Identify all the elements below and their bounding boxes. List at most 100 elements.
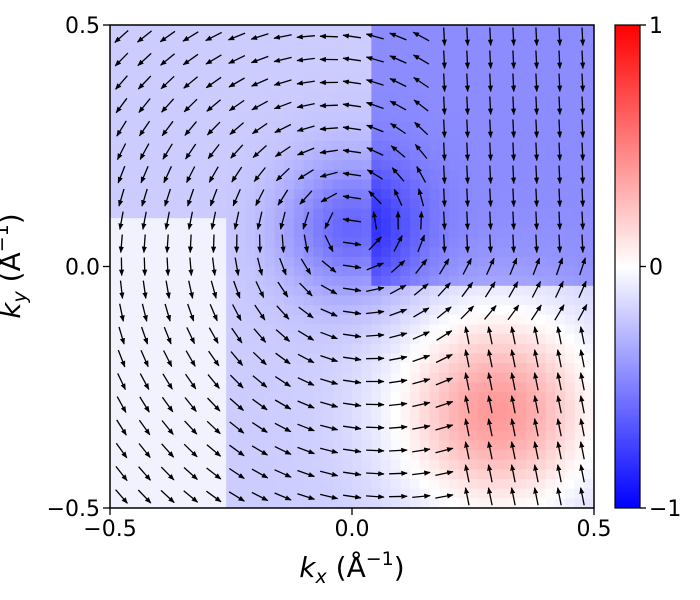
heatmap-cell <box>468 498 479 508</box>
heatmap-cell <box>293 469 305 480</box>
heatmap-cell <box>429 102 440 113</box>
heatmap-cell <box>516 430 527 441</box>
heatmap-cell <box>293 266 305 277</box>
heatmap-cell <box>487 421 498 432</box>
heatmap-cell <box>110 488 121 499</box>
heatmap-cell <box>177 25 189 36</box>
heatmap-cell <box>535 421 547 432</box>
heatmap-cell <box>487 208 498 219</box>
heatmap-cell <box>313 198 324 210</box>
heatmap-cell <box>477 459 489 470</box>
heatmap-cell <box>139 227 150 239</box>
heatmap-cell <box>129 430 140 441</box>
heatmap-cell <box>429 34 440 45</box>
heatmap-cell <box>168 469 179 480</box>
heatmap-cell <box>400 392 411 403</box>
heatmap-cell <box>245 305 256 316</box>
heatmap-cell <box>129 305 140 316</box>
heatmap-cell <box>381 131 392 142</box>
quiver-arrow <box>366 286 385 293</box>
heatmap-cell <box>584 44 594 55</box>
heatmap-cell <box>158 208 169 219</box>
heatmap-cell <box>148 305 159 316</box>
heatmap-cell <box>313 276 324 287</box>
heatmap-cell <box>506 353 518 364</box>
heatmap-cell <box>574 140 585 152</box>
heatmap-cell <box>535 353 547 364</box>
heatmap-cell <box>158 411 169 422</box>
heatmap-cell <box>458 314 469 326</box>
heatmap-cell <box>158 498 169 508</box>
heatmap-cell <box>255 25 266 36</box>
heatmap-cell <box>206 44 218 55</box>
heatmap-cell <box>468 382 479 393</box>
heatmap-cell <box>574 401 585 412</box>
heatmap-cell <box>352 160 363 171</box>
quiver-arrow <box>389 424 408 430</box>
heatmap-cell <box>148 140 159 152</box>
heatmap-cell <box>574 469 585 480</box>
heatmap-cell <box>371 82 382 94</box>
quiver-arrow <box>251 100 269 111</box>
heatmap-cell <box>322 459 334 470</box>
heatmap-cell <box>235 169 247 181</box>
heatmap-cell <box>584 421 594 432</box>
heatmap-cell <box>313 140 324 152</box>
heatmap-cell <box>361 363 372 374</box>
quiver-arrow <box>300 258 312 275</box>
heatmap-cell <box>303 498 314 508</box>
heatmap-cell <box>322 266 334 277</box>
heatmap-cell <box>168 208 179 219</box>
heatmap-cell <box>148 479 159 490</box>
heatmap-cell <box>458 218 469 229</box>
heatmap-cell <box>245 276 256 287</box>
heatmap-cell <box>216 372 227 384</box>
heatmap-cell <box>535 411 547 422</box>
heatmap-cell <box>110 411 121 422</box>
heatmap-cell <box>410 363 421 374</box>
heatmap-cell <box>129 189 140 200</box>
heatmap-cell <box>400 276 411 287</box>
heatmap-cell <box>332 34 343 45</box>
quiver-arrow <box>205 54 222 65</box>
heatmap-cell <box>506 53 518 65</box>
heatmap-cell <box>342 92 353 103</box>
heatmap-cell <box>477 160 489 171</box>
heatmap-cell <box>555 140 566 152</box>
heatmap-cell <box>177 411 189 422</box>
heatmap-cell <box>342 382 353 393</box>
heatmap-cell <box>400 401 411 412</box>
heatmap-cell <box>468 276 479 287</box>
heatmap-cell <box>139 63 150 74</box>
heatmap-cell <box>284 73 295 84</box>
heatmap-cell <box>400 44 411 55</box>
heatmap-cell <box>448 179 460 190</box>
heatmap-cell <box>506 34 518 45</box>
heatmap-cell <box>574 382 585 393</box>
heatmap-cell <box>574 82 585 94</box>
heatmap-cell <box>148 450 159 461</box>
heatmap-cell <box>477 111 489 123</box>
heatmap-cell <box>168 295 179 306</box>
quiver-arrow <box>184 420 198 435</box>
quiver-arrow <box>209 303 218 322</box>
heatmap-cell <box>477 488 489 499</box>
quiver-arrow <box>118 326 125 345</box>
heatmap-cell <box>177 450 189 461</box>
heatmap-cell <box>458 198 469 210</box>
heatmap-cell <box>332 382 343 393</box>
heatmap-cell <box>439 479 450 490</box>
heatmap-cell <box>439 488 450 499</box>
quiver-arrow <box>416 166 427 183</box>
heatmap-cell <box>187 25 198 36</box>
quiver-arrow <box>276 305 290 320</box>
heatmap-cell <box>516 372 527 384</box>
heatmap-cell <box>226 227 237 239</box>
heatmap-cell <box>264 82 276 94</box>
heatmap-cell <box>293 459 305 470</box>
heatmap-cell <box>158 295 169 306</box>
heatmap-cell <box>158 314 169 326</box>
heatmap-cell <box>574 430 585 441</box>
heatmap-cell <box>313 314 324 326</box>
heatmap-cell <box>139 140 150 152</box>
